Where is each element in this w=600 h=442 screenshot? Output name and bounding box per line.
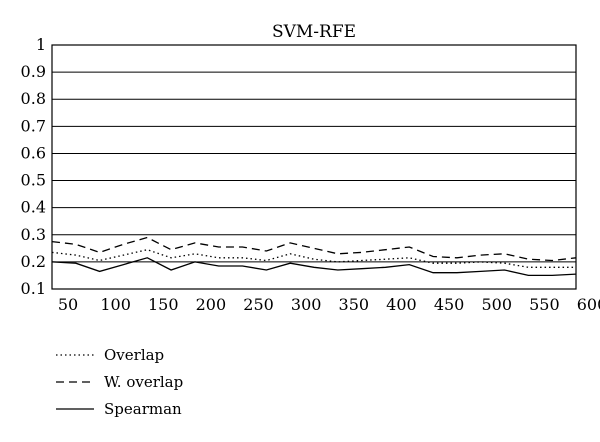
x-tick-label: 100 (100, 295, 131, 314)
x-tick-label: 300 (291, 295, 322, 314)
y-tick-label: 0.7 (21, 116, 46, 135)
y-tick-label: 0.3 (21, 225, 46, 244)
grid-lines (52, 44, 576, 290)
y-tick-label: 0.5 (21, 171, 46, 190)
x-tick-label: 550 (529, 295, 560, 314)
y-tick-label: 0.8 (21, 89, 46, 108)
legend: Overlap W. overlap Spearman (56, 346, 183, 418)
series-lines (51, 236, 577, 277)
x-axis: 50 100 150 200 250 300 350 400 450 500 550 600 (58, 295, 600, 314)
y-tick-label: 0.1 (21, 279, 46, 298)
x-tick-label: 250 (243, 295, 274, 314)
x-tick-label: 450 (434, 295, 465, 314)
y-axis: 0.1 0.2 0.3 0.4 0.5 0.6 0.7 0.8 0.9 1 (21, 35, 46, 298)
y-tick-label: 0.2 (21, 252, 46, 271)
x-tick-label: 350 (339, 295, 370, 314)
legend-label-spearman: Spearman (104, 400, 182, 418)
y-tick-label: 0.6 (21, 143, 46, 162)
y-tick-label: 0.4 (21, 198, 46, 217)
x-tick-label: 150 (148, 295, 179, 314)
legend-label-w-overlap: W. overlap (104, 373, 183, 391)
y-tick-label: 0.9 (21, 62, 46, 81)
x-tick-label: 500 (481, 295, 512, 314)
series-line-overlap (51, 249, 576, 268)
chart-title: SVM-RFE (272, 22, 356, 42)
legend-label-overlap: Overlap (104, 346, 164, 364)
x-tick-label: 200 (196, 295, 227, 314)
x-tick-label: 50 (58, 295, 78, 314)
x-tick-label: 600 (577, 295, 600, 314)
y-tick-label: 1 (36, 35, 46, 54)
x-tick-label: 400 (386, 295, 417, 314)
series-line-spearman (51, 257, 577, 277)
plot-frame (51, 44, 577, 290)
series-line-w-overlap (51, 236, 577, 262)
